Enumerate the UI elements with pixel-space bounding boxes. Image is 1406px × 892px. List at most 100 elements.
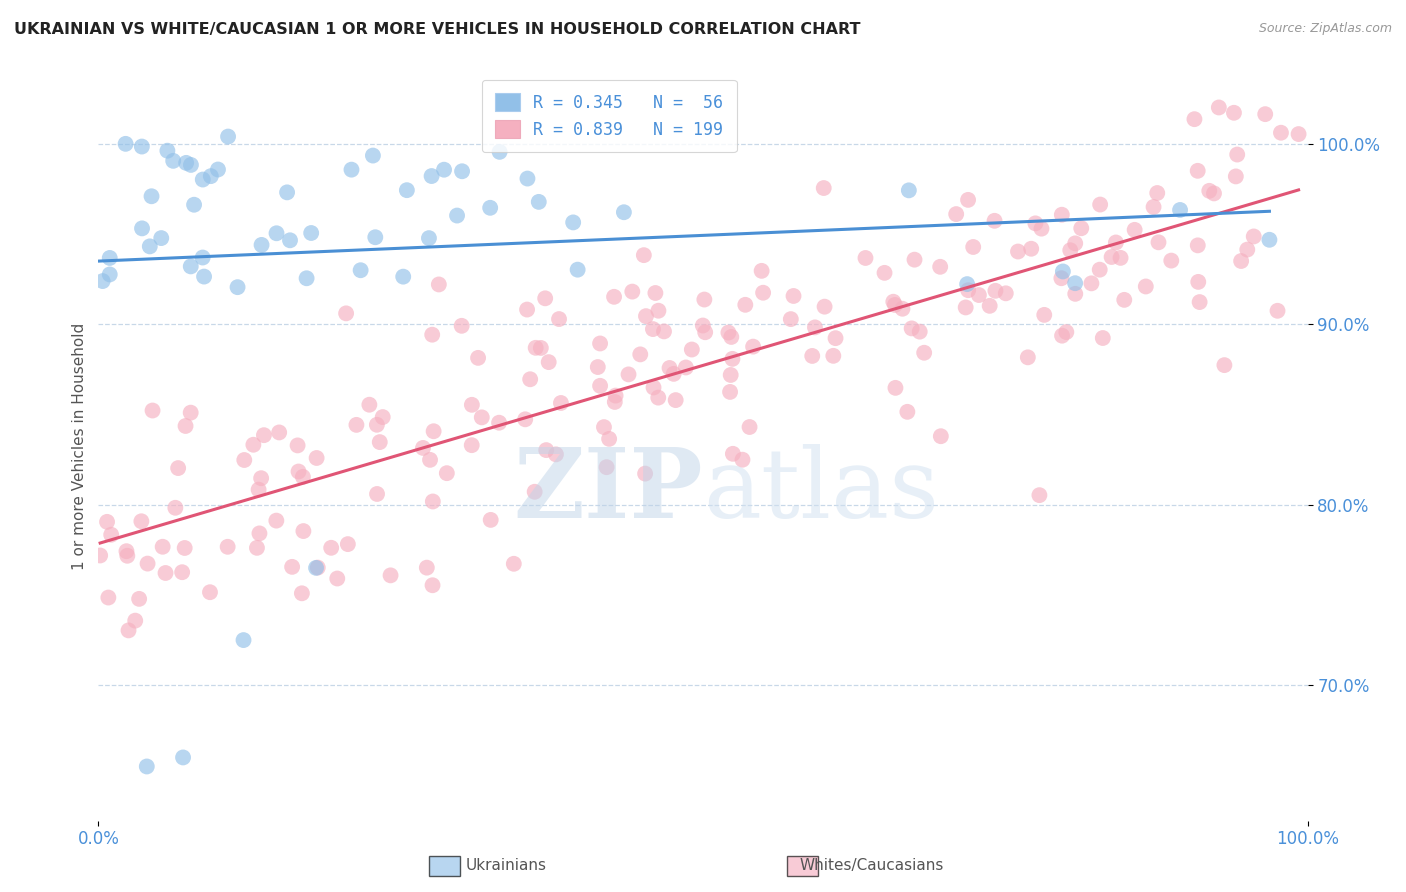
- Point: [266, 227, 288, 241]
- Point: [150, 231, 173, 245]
- Point: [172, 565, 194, 579]
- Point: [1101, 250, 1123, 264]
- Point: [720, 368, 742, 382]
- Point: [633, 248, 655, 262]
- Point: [1236, 243, 1258, 257]
- Point: [1088, 262, 1111, 277]
- Point: [994, 286, 1017, 301]
- Point: [644, 285, 666, 300]
- Point: [172, 750, 194, 764]
- Point: [479, 201, 502, 215]
- Point: [180, 158, 202, 172]
- Point: [675, 360, 697, 375]
- Point: [124, 614, 146, 628]
- Point: [1050, 208, 1073, 222]
- Point: [652, 325, 675, 339]
- Point: [305, 561, 328, 575]
- Point: [1187, 275, 1209, 289]
- Point: [516, 171, 538, 186]
- Point: [967, 288, 990, 302]
- Point: [804, 320, 827, 334]
- Point: [1223, 105, 1246, 120]
- Point: [232, 633, 254, 648]
- Point: [586, 359, 609, 374]
- Point: [392, 269, 415, 284]
- Point: [467, 351, 489, 365]
- Point: [217, 540, 239, 554]
- Point: [751, 264, 773, 278]
- Point: [207, 162, 229, 177]
- Point: [824, 331, 846, 345]
- Point: [681, 343, 703, 357]
- Point: [900, 321, 922, 335]
- Point: [117, 549, 139, 563]
- Legend: R = 0.345   N =  56, R = 0.839   N = 199: R = 0.345 N = 56, R = 0.839 N = 199: [482, 79, 737, 152]
- Point: [278, 233, 301, 247]
- Point: [253, 428, 276, 442]
- Point: [855, 251, 877, 265]
- Point: [217, 129, 239, 144]
- Point: [281, 559, 304, 574]
- Point: [191, 172, 214, 186]
- Point: [524, 341, 547, 355]
- Point: [1031, 221, 1053, 235]
- Point: [266, 514, 288, 528]
- Point: [929, 260, 952, 274]
- Point: [366, 487, 388, 501]
- Point: [548, 312, 571, 326]
- Point: [1147, 235, 1170, 250]
- Text: UKRAINIAN VS WHITE/CAUCASIAN 1 OR MORE VEHICLES IN HOUSEHOLD CORRELATION CHART: UKRAINIAN VS WHITE/CAUCASIAN 1 OR MORE V…: [14, 22, 860, 37]
- Point: [128, 591, 150, 606]
- Point: [957, 283, 980, 297]
- Point: [269, 425, 291, 440]
- Point: [534, 291, 557, 305]
- Point: [550, 396, 572, 410]
- Point: [461, 398, 484, 412]
- Point: [908, 325, 931, 339]
- Y-axis label: 1 or more Vehicles in Household: 1 or more Vehicles in Household: [72, 322, 87, 570]
- Point: [1033, 308, 1056, 322]
- Point: [695, 325, 717, 339]
- Point: [1267, 303, 1289, 318]
- Point: [100, 527, 122, 541]
- Point: [897, 183, 920, 197]
- Point: [519, 372, 541, 386]
- Point: [782, 289, 804, 303]
- Point: [945, 207, 967, 221]
- Point: [321, 541, 343, 555]
- Point: [131, 139, 153, 153]
- Point: [114, 136, 136, 151]
- Point: [246, 541, 269, 555]
- Point: [613, 205, 636, 219]
- Point: [734, 298, 756, 312]
- Point: [141, 403, 163, 417]
- Point: [461, 438, 484, 452]
- Point: [180, 260, 202, 274]
- Point: [1243, 229, 1265, 244]
- Point: [368, 435, 391, 450]
- Point: [91, 274, 114, 288]
- Point: [621, 285, 644, 299]
- Point: [1208, 100, 1230, 114]
- Point: [1017, 351, 1039, 365]
- Point: [183, 198, 205, 212]
- Point: [801, 349, 824, 363]
- Point: [595, 460, 617, 475]
- Point: [692, 318, 714, 333]
- Point: [152, 540, 174, 554]
- Point: [451, 164, 474, 178]
- Point: [634, 467, 657, 481]
- Point: [731, 452, 754, 467]
- Point: [718, 384, 741, 399]
- Point: [957, 193, 980, 207]
- Point: [340, 162, 363, 177]
- Point: [488, 416, 510, 430]
- Point: [1184, 112, 1206, 127]
- Point: [295, 271, 318, 285]
- Point: [174, 419, 197, 434]
- Point: [1187, 238, 1209, 252]
- Point: [643, 380, 665, 394]
- Point: [361, 148, 384, 162]
- Point: [1146, 186, 1168, 200]
- Point: [823, 349, 845, 363]
